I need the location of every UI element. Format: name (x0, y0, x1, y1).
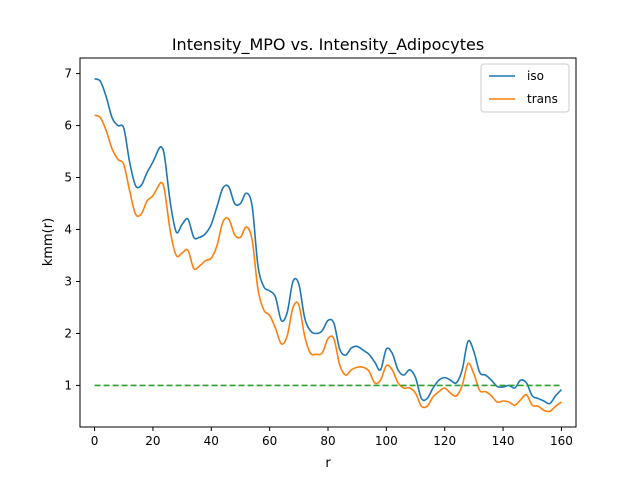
legend: iso trans (480, 63, 570, 113)
y-axis-label: kmm(r) (41, 218, 56, 266)
chart-title: Intensity_MPO vs. Intensity_Adipocytes (172, 35, 484, 55)
x-tick-label: 20 (145, 434, 160, 448)
y-tick-label: 1 (64, 378, 72, 392)
y-tick-label: 5 (64, 171, 72, 185)
x-tick-label: 160 (550, 434, 573, 448)
y-tick-label: 3 (64, 274, 72, 288)
y-tick-label: 4 (64, 223, 72, 237)
x-tick-label: 100 (375, 434, 398, 448)
y-axis-ticks: 1 2 3 4 5 6 7 (64, 67, 80, 392)
legend-label-trans: trans (527, 92, 558, 106)
x-tick-label: 0 (91, 434, 99, 448)
x-tick-label: 80 (320, 434, 335, 448)
x-tick-label: 40 (204, 434, 219, 448)
y-tick-label: 6 (64, 119, 72, 133)
x-tick-label: 140 (492, 434, 515, 448)
x-tick-label: 60 (262, 434, 277, 448)
series-line-iso (94, 78, 562, 405)
x-axis-ticks: 0 20 40 60 80 100 120 140 160 (91, 427, 573, 448)
plot-lines (94, 78, 562, 413)
y-tick-label: 7 (64, 67, 72, 81)
x-axis-label: r (325, 456, 331, 471)
x-tick-label: 120 (433, 434, 456, 448)
y-tick-label: 2 (64, 326, 72, 340)
legend-label-iso: iso (527, 69, 544, 83)
series-line-trans (94, 114, 562, 413)
